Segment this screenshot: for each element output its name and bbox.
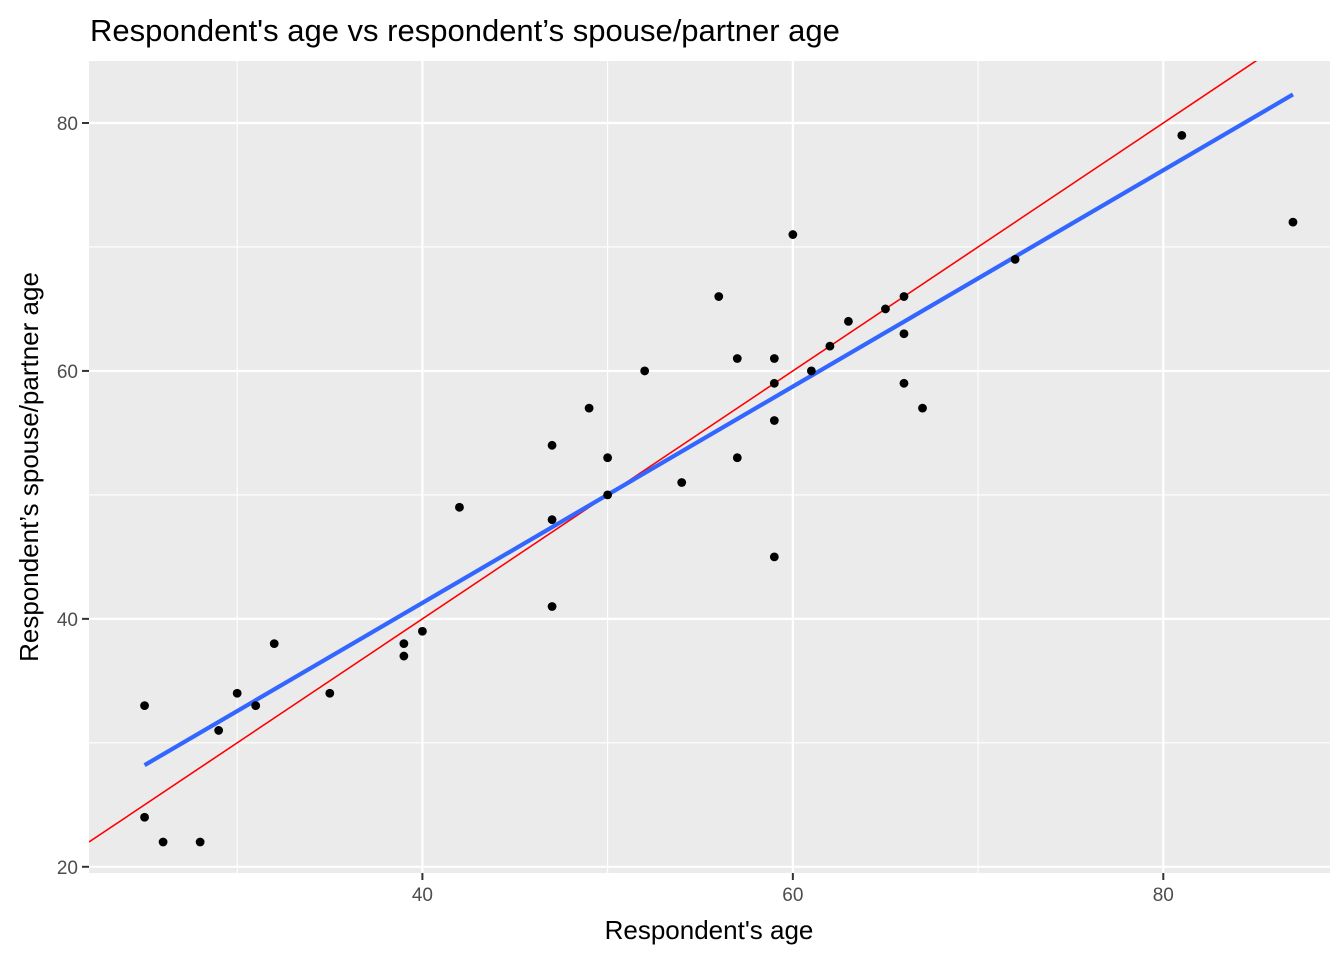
data-point (881, 304, 890, 314)
data-point (269, 639, 279, 649)
chart-title: Respondent's age vs respondent’s spouse/… (90, 13, 840, 48)
data-point (769, 416, 779, 425)
data-point (899, 378, 909, 388)
data-point (418, 626, 427, 636)
grid-minor (89, 61, 1330, 873)
data-point (455, 502, 464, 512)
data-point (732, 354, 742, 363)
data-point (603, 490, 613, 500)
data-point (788, 230, 798, 239)
data-point (325, 688, 335, 698)
data-point (899, 292, 909, 301)
data-point (806, 366, 816, 376)
data-point (677, 478, 687, 487)
data-point (640, 366, 650, 376)
y-tick-label: 20 (57, 858, 78, 879)
x-tick-label: 40 (412, 885, 433, 906)
data-point (195, 837, 205, 847)
fit-line (143, 92, 1295, 767)
x-axis-ticks: 40 60 80 (412, 873, 1174, 906)
reference-line (89, 61, 1258, 843)
data-point (547, 602, 557, 611)
data-point (584, 403, 594, 413)
data-point (769, 552, 779, 562)
y-tick-label: 60 (57, 362, 78, 383)
y-axis-title: Respondent’s spouse/partner age (14, 272, 44, 662)
fit-line-group (143, 92, 1295, 767)
data-point (1288, 217, 1298, 227)
y-axis-ticks: 20 40 60 80 (57, 114, 89, 879)
data-point (603, 453, 613, 463)
data-point (825, 341, 835, 351)
data-point (844, 316, 853, 326)
data-point (399, 639, 409, 649)
x-axis-title: Respondent's age (605, 915, 814, 945)
y-tick-label: 40 (57, 610, 78, 631)
data-point (214, 726, 224, 735)
data-point (732, 453, 742, 463)
data-point (547, 440, 557, 450)
data-point (1010, 254, 1020, 264)
x-tick-label: 60 (782, 885, 803, 906)
data-point (918, 403, 927, 413)
plot-panel (89, 61, 1330, 873)
data-point (714, 292, 724, 301)
reference-line-group (89, 61, 1258, 843)
points-group (140, 130, 1298, 847)
data-point (232, 688, 242, 698)
data-point (158, 837, 168, 847)
data-point (140, 701, 149, 711)
x-tick-label: 80 (1153, 885, 1174, 906)
data-point (547, 515, 557, 525)
data-point (769, 354, 779, 363)
data-point (251, 701, 261, 711)
y-tick-label: 80 (57, 114, 78, 135)
data-point (899, 329, 909, 339)
data-point (769, 378, 779, 388)
data-point (1177, 130, 1187, 140)
grid-major (89, 61, 1330, 873)
data-point (140, 812, 149, 822)
data-point (399, 651, 409, 661)
